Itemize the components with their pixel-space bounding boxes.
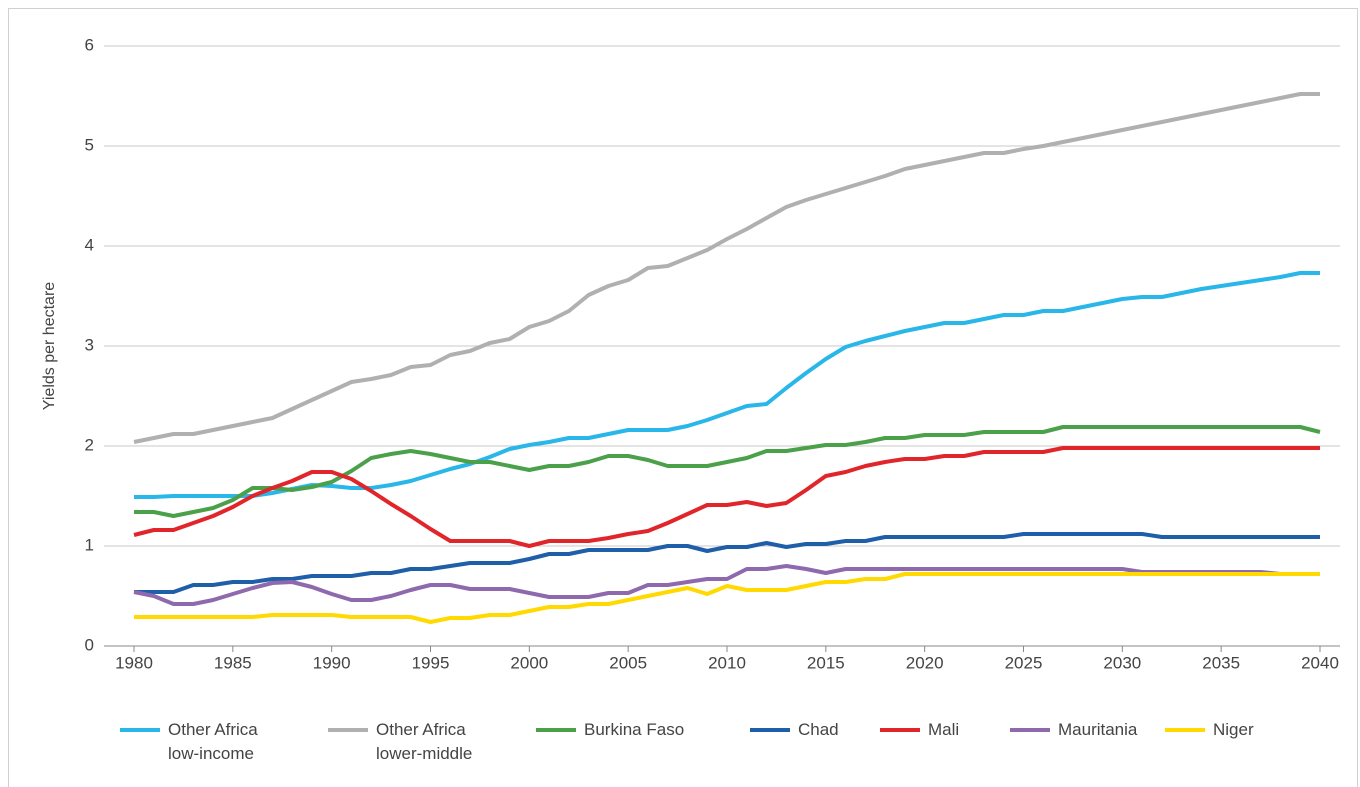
- legend-swatch: [1010, 728, 1050, 732]
- x-tick-label: 2040: [1301, 653, 1339, 672]
- legend-item: Other Africa low-income: [120, 718, 295, 766]
- legend-swatch: [1165, 728, 1205, 732]
- legend-swatch: [328, 728, 368, 732]
- y-axis-label: Yields per hectare: [41, 282, 58, 410]
- x-tick-label: 2030: [1103, 653, 1141, 672]
- series-line: [134, 532, 1320, 594]
- legend-item: Chad: [750, 718, 870, 742]
- series-line: [133, 446, 1320, 548]
- legend-item: Mali: [880, 718, 1000, 742]
- legend-swatch: [120, 728, 160, 732]
- x-tick-label: 2025: [1005, 653, 1043, 672]
- legend-item: Other Africa lower-middle: [328, 718, 503, 766]
- legend-label: Mauritania: [1058, 720, 1138, 739]
- y-tick-label: 4: [85, 235, 94, 254]
- x-tick-label: 1980: [115, 653, 153, 672]
- legend-label: Mali: [928, 720, 960, 739]
- x-tick-label: 2005: [609, 653, 647, 672]
- y-tick-label: 5: [85, 135, 94, 154]
- x-tick-label: 2010: [708, 653, 746, 672]
- legend-label: Other Africa low-income: [168, 720, 258, 763]
- legend-item: Mauritania: [1010, 718, 1160, 742]
- legend-label: Other Africa lower-middle: [376, 720, 473, 763]
- x-tick-label: 1995: [412, 653, 450, 672]
- y-tick-label: 1: [85, 535, 94, 554]
- legend-label: Chad: [798, 720, 839, 739]
- x-tick-label: 1985: [214, 653, 252, 672]
- legend-item: Niger: [1165, 718, 1315, 742]
- y-tick-label: 3: [85, 335, 94, 354]
- series-line: [134, 572, 1320, 624]
- series-line: [133, 92, 1320, 444]
- x-tick-label: 1990: [313, 653, 351, 672]
- x-tick-label: 2035: [1202, 653, 1240, 672]
- x-tick-label: 2015: [807, 653, 845, 672]
- y-tick-label: 2: [85, 435, 94, 454]
- frame: [8, 8, 1358, 787]
- legend-swatch: [750, 728, 790, 732]
- y-tick-label: 6: [85, 35, 94, 54]
- y-tick-label: 0: [85, 635, 94, 654]
- legend-label: Burkina Faso: [584, 720, 685, 739]
- series-line: [134, 271, 1320, 499]
- legend-label: Niger: [1213, 720, 1254, 739]
- series-line: [134, 425, 1321, 518]
- legend-item: Burkina Faso: [536, 718, 726, 742]
- legend-swatch: [880, 728, 920, 732]
- x-tick-label: 2020: [906, 653, 944, 672]
- legend-swatch: [536, 728, 576, 732]
- x-tick-label: 2000: [510, 653, 548, 672]
- series-line: [133, 564, 1320, 606]
